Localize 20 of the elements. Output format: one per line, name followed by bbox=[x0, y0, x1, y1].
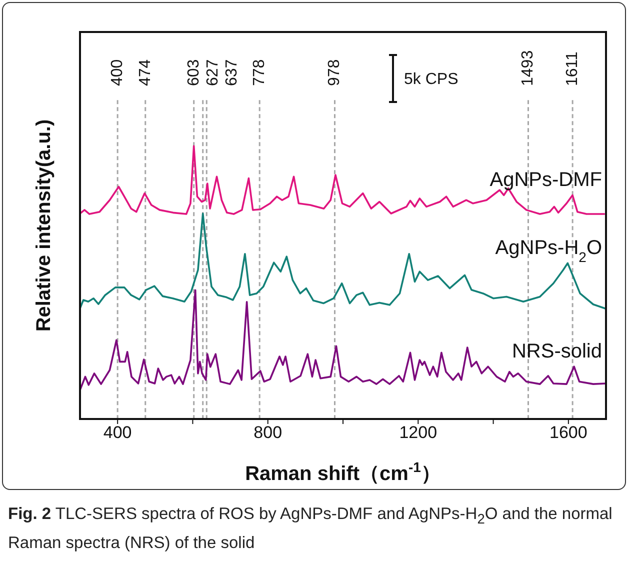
series-label: AgNPs-H$_{2}$O bbox=[495, 237, 602, 266]
x-tick-label: 400 bbox=[103, 423, 132, 442]
text: 5k CPS bbox=[404, 71, 458, 88]
text: Fig. 2 TLC-SERS spectra of ROS by AgNPs-DMF and AgNPs-H$_{2}$O and the normal Raman spectra (NRS) of the solid bbox=[8, 505, 612, 552]
x-tick-label: 800 bbox=[254, 423, 282, 442]
ref-line-label: 1493 bbox=[520, 50, 537, 86]
ref-line-label: 1611 bbox=[564, 51, 582, 86]
y-axis-title: Relative intensity(a.u.) bbox=[33, 119, 55, 332]
ref-line-label: 474 bbox=[136, 59, 154, 86]
ref-line-label: 978 bbox=[326, 59, 344, 86]
x-tick-label: 1200 bbox=[399, 423, 438, 442]
ref-line-label: 400 bbox=[109, 59, 126, 86]
x-tick-label: 1600 bbox=[550, 423, 588, 442]
x-axis-title: Raman shift（cm$^{-1}$） bbox=[245, 459, 441, 485]
ref-line-label: 637 bbox=[223, 59, 240, 86]
ref-line-label: 627 bbox=[204, 59, 222, 86]
series-label: AgNPs-DMF bbox=[490, 169, 602, 192]
ref-line-label: 603 bbox=[185, 59, 202, 86]
ref-line-label: 778 bbox=[251, 59, 268, 86]
series-label: NRS-solid bbox=[512, 340, 602, 363]
